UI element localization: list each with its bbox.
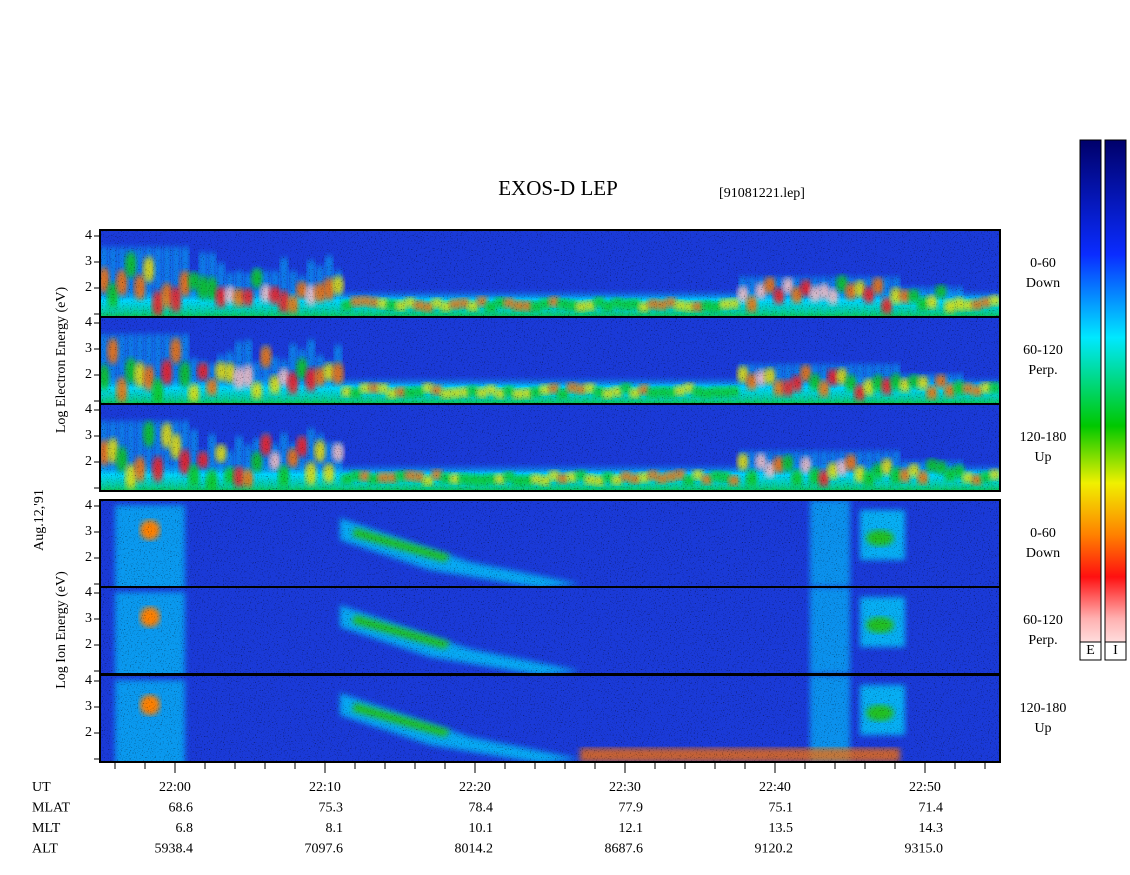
panel-direction: Perp. — [1028, 633, 1057, 648]
y-tick-label: 2 — [85, 550, 92, 565]
time-label: 22:00 — [159, 780, 191, 795]
panel-angle: 60-120 — [1023, 613, 1063, 628]
panel-content — [100, 587, 1000, 674]
table-value: 6.8 — [176, 821, 194, 836]
spectrogram-panel — [99, 674, 1001, 763]
row-label: ALT — [32, 841, 58, 856]
ion-axis-label: Log Ion Energy (eV) — [54, 571, 69, 689]
time-label: 22:30 — [609, 780, 641, 795]
y-tick-label: 2 — [85, 280, 92, 295]
y-tick-label: 2 — [85, 637, 92, 652]
spectrogram-panel — [99, 316, 1001, 405]
table-value: 7097.6 — [305, 841, 344, 856]
panel-content — [100, 675, 1000, 762]
y-tick-label: 4 — [85, 585, 92, 600]
table-value: 71.4 — [919, 801, 944, 816]
y-tick-label: 3 — [85, 254, 92, 269]
panel-direction: Down — [1026, 546, 1060, 561]
panel-direction: Down — [1026, 276, 1060, 291]
panel-content — [100, 404, 1000, 491]
table-value: 77.9 — [619, 801, 644, 816]
panel-frame — [99, 674, 1001, 763]
row-label: UT — [32, 780, 51, 795]
y-tick-label: 3 — [85, 524, 92, 539]
spectrogram-panel — [99, 499, 1001, 588]
table-value: 12.1 — [619, 821, 644, 836]
panel-angle: 120-180 — [1020, 430, 1067, 445]
panel-angle: 120-180 — [1020, 701, 1067, 716]
time-label: 22:40 — [759, 780, 791, 795]
noise — [100, 317, 1000, 404]
table-value: 75.3 — [319, 801, 344, 816]
y-tick-label: 3 — [85, 611, 92, 626]
y-tick-label: 4 — [85, 498, 92, 513]
panel-direction: Up — [1034, 721, 1051, 736]
y-tick-label: 3 — [85, 699, 92, 714]
noise — [100, 500, 1000, 587]
panel-angle: 0-60 — [1030, 526, 1056, 541]
y-tick-label: 3 — [85, 341, 92, 356]
spectrogram-panel — [99, 586, 1001, 675]
panel-angle: 0-60 — [1030, 256, 1056, 271]
electron-axis-label: Log Electron Energy (eV) — [54, 287, 69, 434]
table-value: 8014.2 — [455, 841, 494, 856]
title: EXOS-D LEP — [498, 176, 618, 200]
y-tick-label: 2 — [85, 454, 92, 469]
panel-direction: Perp. — [1028, 363, 1057, 378]
panel-direction: Up — [1034, 450, 1051, 465]
panel-content — [100, 500, 1000, 587]
table-value: 9315.0 — [905, 841, 944, 856]
y-tick-label: 4 — [85, 228, 92, 243]
color-bar-label-box — [1079, 641, 1102, 661]
row-label: MLAT — [32, 801, 71, 816]
color-bar-label: E — [1086, 643, 1095, 658]
noise — [100, 230, 1000, 317]
spectrogram-panel — [99, 229, 1001, 318]
table-value: 5938.4 — [155, 841, 194, 856]
table-value: 68.6 — [169, 801, 194, 816]
time-label: 22:10 — [309, 780, 341, 795]
row-label: MLT — [32, 821, 61, 836]
table-value: 13.5 — [769, 821, 794, 836]
time-label: 22:50 — [909, 780, 941, 795]
y-tick-label: 4 — [85, 673, 92, 688]
y-tick-label: 4 — [85, 315, 92, 330]
panel-content — [100, 317, 1000, 404]
spectrograms — [99, 229, 1001, 763]
noise — [100, 404, 1000, 491]
panel-angle: 60-120 — [1023, 343, 1063, 358]
y-tick-label: 2 — [85, 367, 92, 382]
color-bar-label-box — [1104, 641, 1127, 661]
panel-content — [100, 230, 1000, 317]
spectrogram-panel — [99, 403, 1001, 492]
y-tick-label: 2 — [85, 725, 92, 740]
y-tick-label: 4 — [85, 402, 92, 417]
time-label: 22:20 — [459, 780, 491, 795]
axes: 4 3 2 0-60 Down 4 3 2 60-120 Perp. 4 3 2 120-180 Up 4 3 2… — [32, 139, 1127, 856]
color-bar — [1104, 139, 1127, 661]
y-tick-label: 3 — [85, 428, 92, 443]
table-value: 14.3 — [919, 821, 944, 836]
noise — [100, 587, 1000, 674]
date-label: Aug.12,'91 — [32, 489, 47, 551]
file-name: [91081221.lep] — [719, 186, 805, 201]
table-value: 8687.6 — [605, 841, 644, 856]
noise — [100, 675, 1000, 762]
panel-frame — [99, 403, 1001, 492]
table-value: 9120.2 — [755, 841, 794, 856]
table-value: 78.4 — [469, 801, 494, 816]
color-bar-label: I — [1113, 643, 1118, 658]
table-value: 75.1 — [769, 801, 794, 816]
color-bar — [1079, 139, 1102, 661]
table-value: 10.1 — [469, 821, 494, 836]
table-value: 8.1 — [326, 821, 344, 836]
